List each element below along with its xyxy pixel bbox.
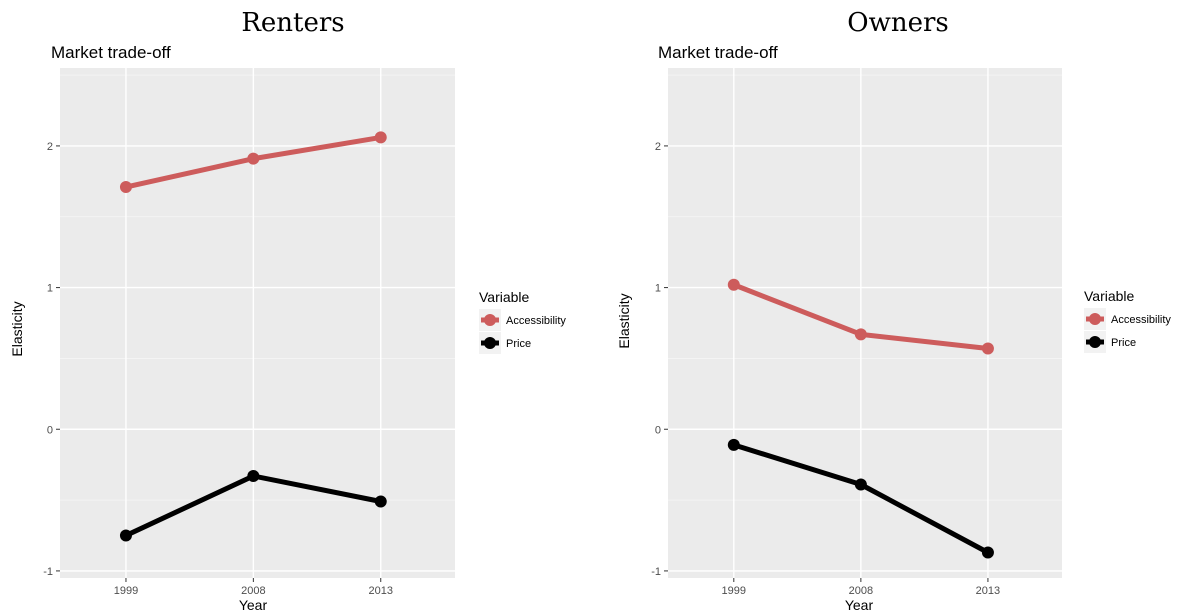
legend-key-point-price: [1089, 336, 1101, 348]
plot-background: [668, 68, 1062, 578]
y-tick-label: -1: [43, 566, 53, 578]
x-tick-label: 2013: [368, 585, 392, 597]
legend-key-point-price: [484, 337, 496, 349]
y-tick-label: 0: [655, 424, 661, 436]
y-tick-label: 1: [47, 283, 53, 295]
x-tick-label: 2008: [241, 585, 265, 597]
facet-title: Owners: [847, 8, 948, 38]
legend-label-accessibility: Accessibility: [1111, 314, 1171, 326]
data-point-accessibility: [981, 342, 994, 355]
plot-title: Market trade-off: [51, 43, 171, 62]
y-tick-label: 2: [47, 141, 53, 153]
owners-panel: Owners Market trade-off Elasticity Year …: [591, 0, 1181, 613]
x-tick-label: 2013: [976, 585, 1000, 597]
legend-key-point-accessibility: [1089, 313, 1101, 325]
plot-title: Market trade-off: [658, 43, 778, 62]
owners-chart: Owners Market trade-off Elasticity Year …: [616, 8, 1171, 613]
y-axis-title: Elasticity: [616, 293, 632, 348]
data-point-price: [981, 546, 994, 559]
legend-label-price: Price: [506, 338, 531, 350]
legend-label-accessibility: Accessibility: [506, 315, 566, 327]
data-point-accessibility: [247, 152, 260, 165]
legend-title: Variable: [1084, 288, 1135, 304]
plot-area: -1 0 1 2 1999 2008 2013: [651, 68, 1062, 597]
facet-title: Renters: [241, 8, 344, 38]
data-point-accessibility: [374, 131, 387, 144]
data-point-accessibility: [727, 278, 740, 291]
data-point-price: [854, 478, 867, 491]
data-point-price: [119, 529, 132, 542]
y-tick-label: 1: [655, 283, 661, 295]
legend-title: Variable: [479, 289, 530, 305]
plot-background: [60, 68, 455, 578]
plot-area: -1 0 1 2 1999 2008 2013: [43, 68, 455, 597]
y-tick-label: 0: [47, 424, 53, 436]
legend: Accessibility Price: [479, 309, 566, 354]
x-tick-label: 1999: [114, 585, 138, 597]
data-point-accessibility: [854, 328, 867, 341]
y-tick-label: -1: [651, 566, 661, 578]
y-tick-label: 2: [655, 141, 661, 153]
data-point-accessibility: [119, 181, 132, 193]
legend: Accessibility Price: [1084, 308, 1171, 353]
data-point-price: [727, 438, 740, 451]
x-axis-title: Year: [239, 597, 268, 613]
legend-key-point-accessibility: [484, 314, 496, 326]
legend-label-price: Price: [1111, 337, 1136, 349]
x-tick-label: 1999: [722, 585, 746, 597]
data-point-price: [374, 495, 387, 508]
renters-chart: Renters Market trade-off Elasticity Year…: [9, 8, 566, 613]
x-tick-label: 2008: [849, 585, 873, 597]
data-point-price: [247, 470, 260, 482]
y-axis-title: Elasticity: [9, 301, 25, 356]
x-axis-title: Year: [845, 597, 874, 613]
renters-panel: Renters Market trade-off Elasticity Year…: [0, 0, 590, 613]
